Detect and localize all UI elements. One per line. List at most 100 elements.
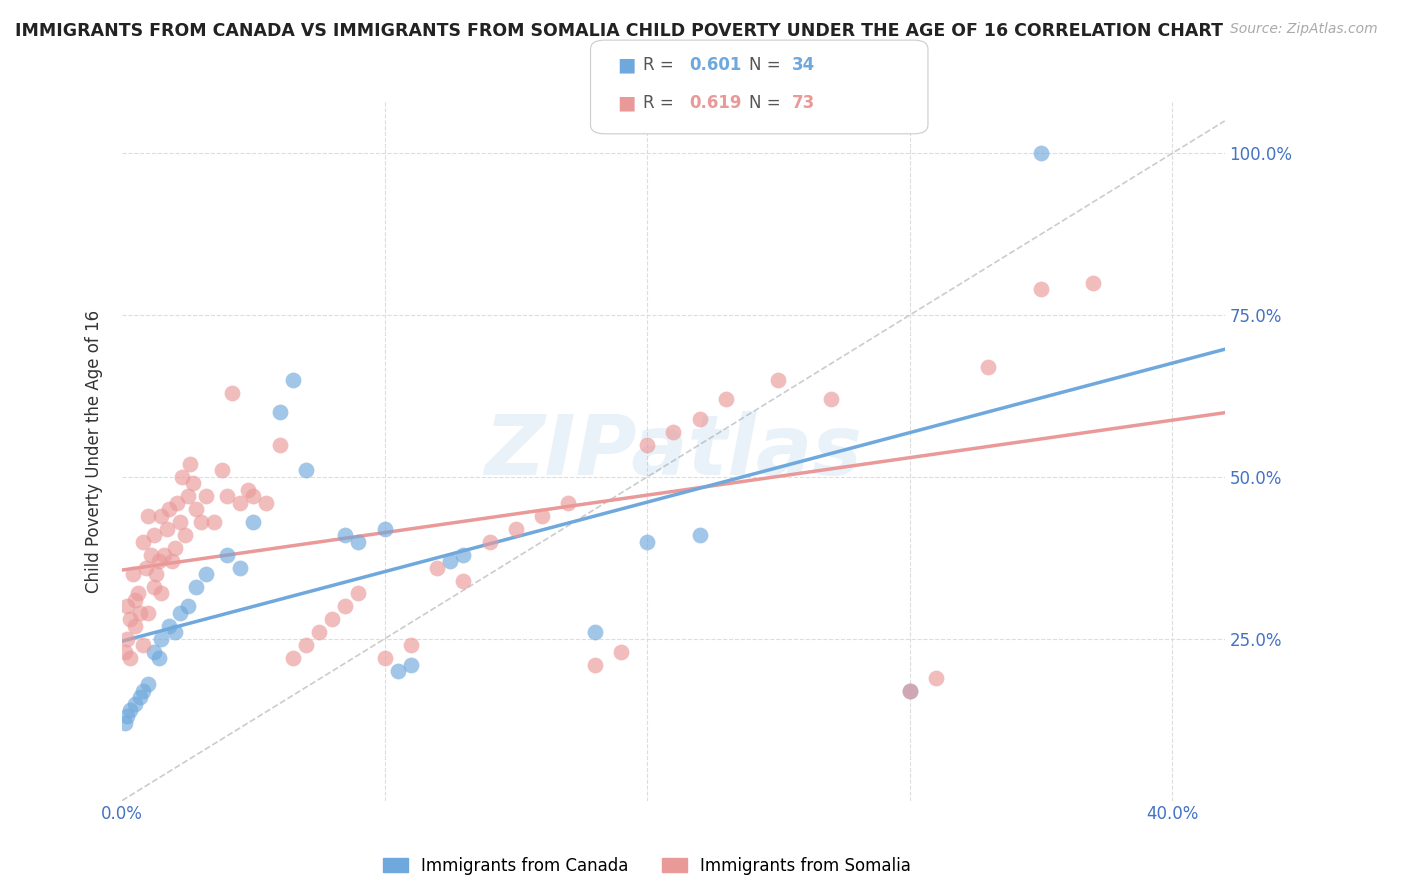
Point [242,516,264,530]
Point [150,586,173,600]
Point [132,638,155,652]
Text: IMMIGRANTS FROM CANADA VS IMMIGRANTS FROM SOMALIA CHILD POVERTY UNDER THE AGE OF: IMMIGRANTS FROM CANADA VS IMMIGRANTS FRO… [14,22,1223,40]
Point [215,489,238,503]
Point [117,632,139,646]
Point [399,638,422,652]
Point [145,567,167,582]
Point [118,703,141,717]
Point [150,632,173,646]
Point [281,651,304,665]
Point [118,612,141,626]
Point [117,599,139,614]
Point [269,405,291,419]
Text: ZIPatlas: ZIPatlas [485,410,862,491]
Point [114,645,136,659]
Point [127,586,149,600]
Point [689,411,711,425]
Point [242,489,264,503]
Point [156,522,179,536]
Point [347,534,370,549]
Point [977,359,1000,374]
Text: Source: ZipAtlas.com: Source: ZipAtlas.com [1230,22,1378,37]
Point [181,476,204,491]
Point [136,677,159,691]
Text: 34: 34 [792,56,815,74]
Text: 73: 73 [792,94,815,112]
Point [163,625,186,640]
Point [184,580,207,594]
Point [211,463,233,477]
Point [190,516,212,530]
Point [160,554,183,568]
Point [179,457,201,471]
Point [453,574,475,588]
Point [295,463,318,477]
Point [768,373,790,387]
Point [636,437,658,451]
Point [184,502,207,516]
Text: R =: R = [643,56,679,74]
Point [925,671,948,685]
Point [221,385,243,400]
Point [195,489,218,503]
Text: N =: N = [749,56,786,74]
Point [229,560,252,574]
Point [124,619,146,633]
Point [374,522,396,536]
Point [820,392,842,407]
Point [347,586,370,600]
Point [898,683,921,698]
Point [335,599,357,614]
Point [636,534,658,549]
Point [531,508,554,523]
Point [132,534,155,549]
Legend: Immigrants from Canada, Immigrants from Somalia: Immigrants from Canada, Immigrants from … [382,856,911,875]
Point [172,470,194,484]
Point [453,548,475,562]
Point [478,534,501,549]
Point [136,508,159,523]
Point [157,502,180,516]
Text: ■: ■ [617,55,636,75]
Point [129,606,152,620]
Point [114,715,136,730]
Point [135,560,157,574]
Point [166,496,188,510]
Point [689,528,711,542]
Point [426,560,449,574]
Point [153,548,176,562]
Text: N =: N = [749,94,786,112]
Point [387,664,409,678]
Point [374,651,396,665]
Point [150,508,173,523]
Point [1029,282,1052,296]
Point [1083,276,1105,290]
Point [610,645,633,659]
Text: 0.601: 0.601 [689,56,741,74]
Point [439,554,461,568]
Point [132,683,155,698]
Point [117,709,139,723]
Point [195,567,218,582]
Point [174,528,197,542]
Point [142,528,165,542]
Point [281,373,304,387]
Point [142,580,165,594]
Point [176,599,198,614]
Point [308,625,330,640]
Point [256,496,278,510]
Point [229,496,252,510]
Text: R =: R = [643,94,679,112]
Point [118,651,141,665]
Point [176,489,198,503]
Point [335,528,357,542]
Point [714,392,737,407]
Point [505,522,527,536]
Point [136,606,159,620]
Point [295,638,318,652]
Point [662,425,685,439]
Point [163,541,186,556]
Point [583,625,606,640]
Point [148,554,170,568]
Point [129,690,152,704]
